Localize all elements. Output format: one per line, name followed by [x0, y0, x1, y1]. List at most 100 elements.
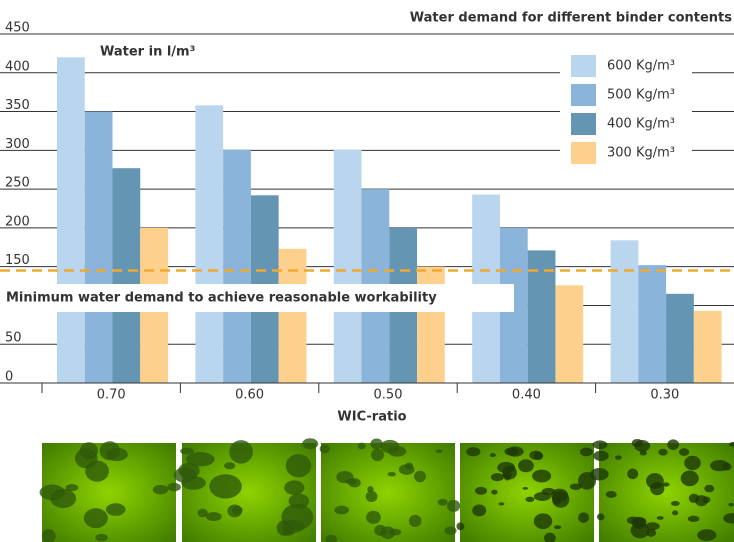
aggregate [578, 512, 590, 523]
bar [693, 310, 722, 383]
aggregate [447, 499, 461, 512]
aggregate [569, 483, 582, 490]
aggregate [456, 522, 465, 531]
aggregate [466, 447, 481, 457]
aggregate [227, 504, 243, 518]
aggregate [533, 513, 553, 530]
photo [599, 443, 734, 542]
bar [666, 293, 694, 383]
y-tick-label: 450 [5, 21, 30, 36]
y-tick-label: 50 [5, 331, 22, 346]
aggregate [662, 482, 670, 487]
x-tick-label: 0.50 [374, 388, 403, 403]
aggregate [209, 474, 242, 499]
aggregate [472, 504, 487, 517]
bar [84, 111, 113, 384]
aggregate [325, 534, 337, 542]
annotation-bg [0, 284, 514, 312]
aggregate [728, 441, 734, 447]
aggregate [370, 438, 383, 450]
aggregate [672, 510, 679, 516]
aggregate [605, 491, 617, 498]
aggregate [167, 482, 181, 492]
aggregate [284, 480, 305, 495]
aggregate [105, 503, 126, 516]
bar [555, 285, 584, 383]
aggregate [288, 493, 310, 509]
y-tick-label: 200 [5, 214, 30, 229]
aggregate [728, 502, 734, 507]
aggregate [553, 525, 562, 530]
aggregate [388, 446, 407, 457]
aggregate [656, 516, 664, 520]
aggregate [180, 447, 194, 455]
bar [610, 240, 639, 383]
aggregate [437, 498, 448, 506]
aggregate [435, 449, 443, 453]
aggregate [522, 486, 529, 490]
aggregate [615, 455, 622, 460]
aggregate [334, 505, 350, 515]
aggregate [50, 488, 77, 509]
aggregate [490, 473, 504, 482]
x-tick-label: 0.30 [650, 388, 679, 403]
aggregate [504, 447, 519, 456]
legend-swatch [571, 55, 596, 77]
aggregate [518, 459, 534, 473]
aggregate [319, 444, 330, 454]
aggregate [83, 508, 108, 529]
bar [278, 248, 307, 383]
aggregate [405, 462, 414, 470]
legend-swatch [571, 84, 596, 106]
aggregate [95, 533, 108, 542]
aggregate [680, 470, 699, 487]
aggregate [579, 447, 593, 457]
aggregate [704, 484, 715, 493]
aggregate [444, 526, 457, 535]
y-tick-label: 350 [5, 98, 30, 113]
chart-title: Water demand for different binder conten… [410, 11, 732, 26]
aggregate [365, 490, 378, 503]
legend-label: 600 Kg/m³ [607, 59, 675, 74]
y-tick-label: 150 [5, 253, 30, 268]
aggregate [634, 439, 651, 452]
micrographs [39, 438, 734, 542]
legend-swatch [571, 113, 596, 135]
y-tick-label: 300 [5, 137, 30, 152]
y-tick-label: 250 [5, 176, 30, 191]
aggregate [502, 465, 517, 480]
legend-label: 400 Kg/m³ [607, 117, 675, 132]
bar [112, 168, 141, 383]
aggregate [667, 439, 680, 450]
aggregate [541, 487, 556, 496]
y-axis-label: Water in l/m³ [100, 45, 195, 60]
aggregate [99, 441, 120, 461]
aggregate [684, 455, 701, 471]
aggregate [589, 468, 609, 481]
aggregate [498, 502, 505, 506]
bar [333, 149, 362, 383]
photo [321, 443, 455, 542]
aggregate [41, 529, 56, 542]
aggregate [408, 514, 422, 527]
aggregate [357, 442, 366, 450]
aggregate [710, 460, 730, 472]
legend-label: 500 Kg/m³ [607, 88, 675, 103]
aggregate [687, 515, 700, 522]
aggregate [532, 469, 552, 483]
aggregate [592, 440, 608, 450]
aggregate [632, 517, 646, 530]
aggregate [197, 508, 208, 518]
aggregate [389, 528, 402, 536]
x-tick-label: 0.40 [512, 388, 541, 403]
legend-label: 300 Kg/m³ [607, 146, 675, 161]
bar [527, 250, 556, 383]
bar [195, 105, 224, 384]
aggregate [593, 450, 609, 461]
aggregate [646, 473, 664, 489]
bar [638, 265, 667, 383]
aggregate [366, 510, 381, 524]
aggregate [205, 512, 222, 522]
aggregate [551, 491, 570, 508]
